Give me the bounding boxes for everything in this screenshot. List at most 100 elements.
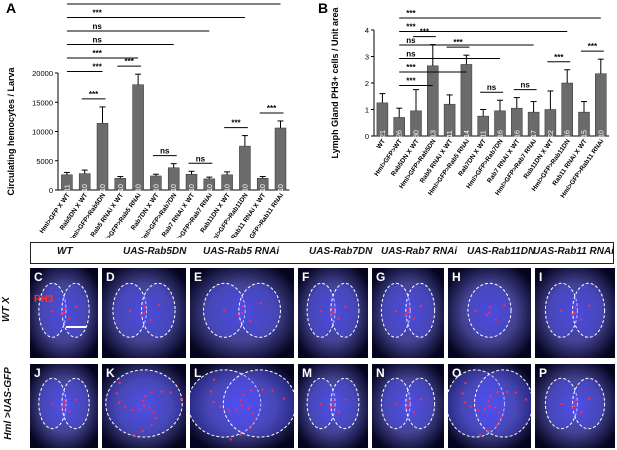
row-label-hml: Hml >UAS-GFP <box>2 367 14 440</box>
n-label: 17 <box>531 130 538 138</box>
microscopy-tile: I <box>535 268 615 358</box>
lymph-gland-lobe <box>467 282 512 338</box>
tile-letter: I <box>539 270 543 284</box>
lymph-gland-outline <box>306 377 360 430</box>
ph3-signal-dot <box>140 313 143 317</box>
ph3-signal-dot <box>486 429 490 433</box>
ph3-signal-dot <box>394 403 398 406</box>
ph3-signal-dot <box>63 307 66 310</box>
lymph-gland-lobe <box>448 369 505 438</box>
tile-letter: C <box>34 270 43 284</box>
tile-letter: G <box>376 270 386 284</box>
lymph-gland-lobe <box>222 369 294 438</box>
chart-b: 0 1 2 3 4 Lymph Gland PH3+ cells / Unit area 2… <box>330 7 610 200</box>
ph3-signal-dot <box>75 305 78 308</box>
ph3-signal-dot <box>394 310 398 313</box>
n-label: 11 <box>447 130 454 137</box>
ph3-signal-dot <box>63 400 66 403</box>
ph3-signal-dot <box>150 391 154 394</box>
significance-label: *** <box>406 77 416 86</box>
ph3-signal-dot <box>469 405 473 408</box>
ph3-signal-dot <box>337 317 340 320</box>
ph3-signal-dot <box>503 304 506 307</box>
ph3-signal-dot <box>261 388 264 391</box>
ph3-signal-dot <box>219 405 222 408</box>
significance-label: ns <box>92 36 102 45</box>
ph3-signal-dot <box>488 311 491 315</box>
ph3-signal-dot <box>580 411 583 414</box>
y-tick-label: 10000 <box>32 128 53 137</box>
ph3-signal-dot <box>464 381 467 385</box>
ph3-signal-dot <box>235 408 238 412</box>
ph3-signal-dot <box>337 410 340 413</box>
y-tick-label: 15000 <box>32 98 53 107</box>
n-label: 16 <box>514 130 521 138</box>
significance-label: ns <box>92 22 102 31</box>
microscopy-tile: C PH3 <box>30 268 98 358</box>
bar <box>595 73 607 137</box>
ph3-signal-dot <box>237 314 240 317</box>
ph3-signal-dot <box>461 392 464 395</box>
y-tick-label: 2 <box>365 79 369 88</box>
significance-label: ns <box>487 83 497 92</box>
tile-letter: O <box>452 366 462 380</box>
ph3-signal-dot <box>240 404 244 408</box>
significance-label: *** <box>231 119 241 128</box>
lymph-gland-lobe <box>238 282 281 338</box>
lymph-gland-outline <box>190 369 294 441</box>
ph3-signal-dot <box>240 311 244 315</box>
microscopy-tile: H <box>448 268 531 358</box>
ph3-signal-dot <box>150 424 153 427</box>
y-axis-label: Lymph Gland PH3+ cells / Unit area <box>330 7 340 159</box>
microscopy-tile: M <box>298 364 368 448</box>
lymph-gland-outline <box>544 282 606 338</box>
ph3-signal-dot <box>485 313 489 317</box>
ph3-signal-dot <box>560 402 563 406</box>
n-label: 10 <box>242 184 249 192</box>
ph3-label: PH3 <box>34 294 54 305</box>
significance-label: ns <box>406 36 416 45</box>
ph3-signal-dot <box>128 309 132 313</box>
ph3-signal-dot <box>253 418 257 421</box>
ph3-signal-dot <box>514 391 517 394</box>
tile-letter: J <box>34 366 41 380</box>
lymph-gland-outline <box>105 369 183 438</box>
ph3-signal-dot <box>329 313 332 316</box>
x-tick-label: WT <box>376 138 388 150</box>
tile-letter: M <box>302 366 312 380</box>
significance-label: *** <box>406 23 416 32</box>
ph3-signal-dot <box>143 394 147 398</box>
microscopy-tile: K <box>102 364 186 448</box>
ph3-signal-dot <box>404 313 407 316</box>
col-header-rab11rnai: UAS-Rab11 RNAi <box>533 246 614 257</box>
ph3-signal-dot <box>588 304 591 307</box>
ph3-signal-dot <box>474 309 477 313</box>
col-header-rab5rnai: UAS-Rab5 RNAi <box>203 246 280 257</box>
significance-label: ns <box>406 50 416 59</box>
ph3-signal-dot <box>251 412 255 415</box>
ph3-signal-dot <box>62 404 66 408</box>
ph3-signal-dot <box>179 398 183 401</box>
ph3-signal-dot <box>580 318 583 321</box>
lymph-gland-outline <box>112 282 176 338</box>
ph3-signal-dot <box>223 309 226 312</box>
n-label: 11 <box>481 130 488 137</box>
ph3-signal-dot <box>574 306 577 309</box>
col-header-rab5dn: UAS-Rab5DN <box>123 246 187 257</box>
ph3-signal-dot <box>494 406 497 409</box>
ph3-signal-dot <box>344 398 347 401</box>
ph3-signal-dot <box>141 399 145 403</box>
ph3-signal-dot <box>242 393 245 396</box>
ph3-signal-dot <box>505 390 509 394</box>
ph3-signal-dot <box>239 399 243 402</box>
bar <box>274 127 287 191</box>
ph3-signal-dot <box>489 394 492 398</box>
ph3-signal-dot <box>271 389 274 392</box>
bar <box>96 123 109 191</box>
lymph-gland-lobe <box>572 282 606 338</box>
y-tick-label: 4 <box>365 26 369 35</box>
y-tick-label: 0 <box>365 132 369 141</box>
n-label: 16 <box>498 130 505 138</box>
n-label: 13 <box>430 130 437 138</box>
significance-label: *** <box>89 90 99 99</box>
